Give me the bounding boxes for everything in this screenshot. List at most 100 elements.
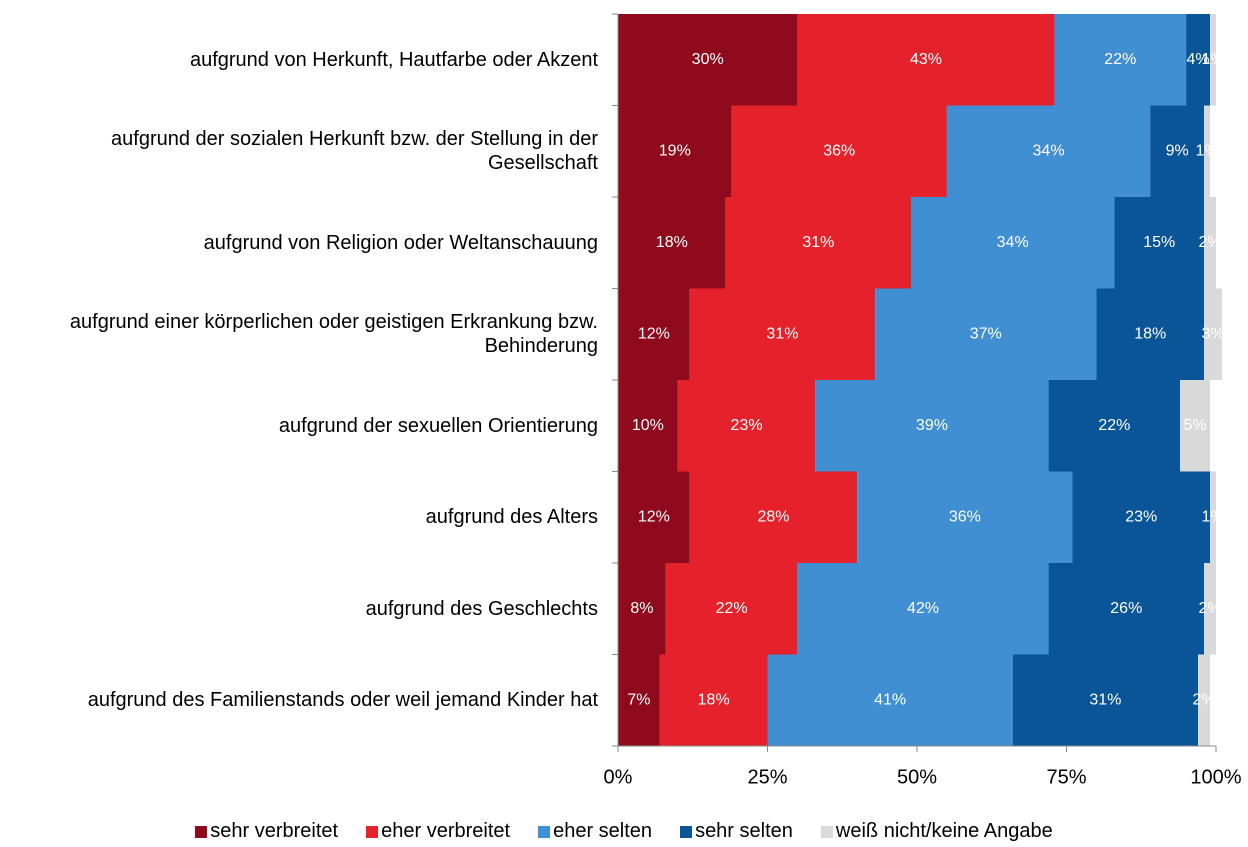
- data-label: 36%: [823, 142, 855, 159]
- bar-segment: [618, 471, 690, 563]
- bar-segment: [618, 14, 798, 106]
- bar-segment: [946, 105, 1151, 197]
- data-label: 22%: [1104, 51, 1136, 68]
- data-label: 9%: [1166, 142, 1189, 159]
- data-label: 30%: [692, 51, 724, 68]
- data-label: 19%: [659, 142, 691, 159]
- bar-segment: [1204, 105, 1211, 197]
- bar-segment: [1048, 380, 1181, 472]
- data-label: 1%: [1195, 142, 1218, 159]
- category-label: aufgrund des Familienstands oder weil je…: [87, 689, 598, 712]
- data-label: 18%: [656, 234, 688, 251]
- legend-item: eher selten: [538, 820, 652, 843]
- legend-label: weiß nicht/keine Angabe: [835, 820, 1053, 842]
- data-label: 39%: [916, 417, 948, 434]
- data-label: 34%: [997, 234, 1029, 251]
- legend-swatch: [820, 825, 833, 838]
- data-label: 37%: [970, 325, 1002, 342]
- bar-segment: [1204, 197, 1216, 289]
- bar-segment: [857, 471, 1073, 563]
- bar-segment: [677, 380, 816, 472]
- data-label: 34%: [1033, 142, 1065, 159]
- legend-swatch: [366, 825, 379, 838]
- bar-segment: [875, 288, 1097, 380]
- legend-swatch: [538, 825, 551, 838]
- data-label: 43%: [910, 51, 942, 68]
- bar-segment: [618, 380, 678, 472]
- bar-segment: [618, 563, 666, 655]
- data-label: 1%: [1201, 508, 1224, 525]
- data-label: 22%: [716, 600, 748, 617]
- legend-item: eher verbreitet: [366, 820, 510, 843]
- data-label: 5%: [1184, 417, 1207, 434]
- data-label: 31%: [766, 325, 798, 342]
- bar-segment: [731, 105, 947, 197]
- x-tick-label: 0%: [604, 766, 633, 788]
- bar-segment: [618, 197, 726, 289]
- category-label: aufgrund der sexuellen Orientierung: [278, 414, 598, 437]
- data-label: 18%: [1134, 325, 1166, 342]
- bar-segment: [689, 288, 876, 380]
- bar-segment: [1204, 288, 1222, 380]
- bar-segment: [911, 197, 1115, 289]
- category-label: aufgrund des Alters: [425, 506, 598, 529]
- bar-segment: [1150, 105, 1205, 197]
- bar-segment: [1204, 563, 1216, 655]
- bar-segment: [1096, 288, 1205, 380]
- bar-segment: [1180, 380, 1211, 472]
- legend-swatch: [680, 825, 693, 838]
- data-label: 26%: [1110, 600, 1142, 617]
- data-label: 10%: [632, 417, 664, 434]
- x-tick-label: 75%: [1046, 766, 1086, 788]
- data-label: 18%: [698, 691, 730, 708]
- legend-label: sehr selten: [695, 820, 793, 842]
- data-label: 4%: [1186, 51, 1209, 68]
- x-tick-label: 50%: [897, 766, 937, 788]
- data-label: 42%: [907, 600, 939, 617]
- bar-segment: [1072, 471, 1211, 563]
- bar-segment: [1048, 563, 1205, 655]
- data-label: 8%: [630, 600, 653, 617]
- bar-segment: [1210, 471, 1216, 563]
- category-label: aufgrund der sozialen Herkunft bzw. der …: [111, 128, 598, 175]
- bar-segment: [797, 14, 1055, 106]
- category-label: aufgrund von Religion oder Weltanschauun…: [203, 231, 598, 254]
- bar-segment: [725, 197, 912, 289]
- legend-label: eher selten: [553, 820, 653, 842]
- bar-segment: [618, 105, 732, 197]
- bar-segment: [1186, 14, 1211, 106]
- category-label: aufgrund von Herkunft, Hautfarbe oder Ak…: [189, 48, 598, 71]
- bar-segment: [618, 654, 660, 746]
- category-label: aufgrund einer körperlichen oder geistig…: [69, 311, 598, 358]
- data-label: 12%: [638, 508, 670, 525]
- legend-label: sehr verbreitet: [210, 820, 339, 842]
- data-label: 31%: [1089, 691, 1121, 708]
- data-label: 2%: [1198, 234, 1221, 251]
- bar-segment: [618, 288, 690, 380]
- bar-segment: [1012, 654, 1199, 746]
- data-label: 23%: [731, 417, 763, 434]
- bar-segment: [1114, 197, 1205, 289]
- data-label: 7%: [627, 691, 650, 708]
- legend: sehr verbreitet eher verbreitet eher selte…: [0, 820, 1248, 843]
- bar-segment: [767, 654, 1013, 746]
- data-label: 1%: [1201, 51, 1224, 68]
- legend-item: weiß nicht/keine Angabe: [820, 820, 1053, 843]
- data-label: 36%: [949, 508, 981, 525]
- bar-segment: [1054, 14, 1187, 106]
- x-tick-label: 100%: [1190, 766, 1241, 788]
- data-label: 31%: [802, 234, 834, 251]
- legend-swatch: [195, 825, 208, 838]
- bar-segment: [665, 563, 798, 655]
- bar-segment: [815, 380, 1049, 472]
- data-label: 2%: [1198, 600, 1221, 617]
- bar-segment: [689, 471, 858, 563]
- bar-segment: [659, 654, 768, 746]
- data-label: 12%: [638, 325, 670, 342]
- data-label: 3%: [1201, 325, 1224, 342]
- bar-segment: [1198, 654, 1211, 746]
- data-label: 28%: [757, 508, 789, 525]
- bar-segment: [797, 563, 1049, 655]
